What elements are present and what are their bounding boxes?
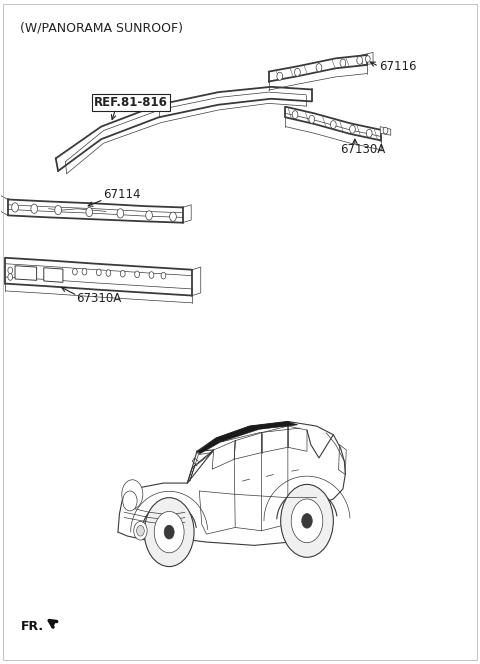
Circle shape [309, 116, 315, 124]
Circle shape [357, 56, 362, 64]
Circle shape [137, 525, 144, 536]
Circle shape [302, 513, 312, 528]
Circle shape [149, 272, 154, 278]
Polygon shape [380, 127, 391, 135]
Polygon shape [198, 438, 221, 454]
Polygon shape [15, 266, 36, 280]
Circle shape [349, 125, 355, 133]
Text: FR.: FR. [21, 620, 44, 633]
Circle shape [154, 511, 184, 553]
Circle shape [144, 497, 194, 566]
Circle shape [161, 272, 166, 279]
Circle shape [106, 270, 111, 276]
Circle shape [277, 72, 283, 80]
Polygon shape [44, 268, 63, 282]
Circle shape [316, 64, 322, 72]
Circle shape [72, 268, 77, 275]
Circle shape [383, 127, 388, 134]
Circle shape [8, 267, 12, 274]
Polygon shape [338, 445, 346, 475]
Circle shape [135, 271, 140, 278]
Circle shape [169, 212, 176, 221]
Circle shape [295, 68, 300, 76]
Text: 67310A: 67310A [76, 292, 121, 305]
Circle shape [281, 485, 333, 557]
Text: (W/PANORAMA SUNROOF): (W/PANORAMA SUNROOF) [20, 22, 183, 35]
Circle shape [164, 525, 174, 539]
Circle shape [86, 207, 93, 216]
Circle shape [31, 204, 37, 213]
Circle shape [82, 268, 87, 275]
Circle shape [122, 480, 143, 509]
Circle shape [292, 111, 298, 119]
Polygon shape [216, 422, 298, 442]
Circle shape [330, 121, 336, 129]
Text: 67116: 67116 [379, 60, 416, 73]
Text: 67130A: 67130A [340, 143, 386, 156]
Text: 67114: 67114 [104, 189, 141, 201]
Circle shape [365, 56, 370, 62]
Circle shape [120, 270, 125, 277]
Circle shape [366, 129, 372, 137]
Circle shape [123, 491, 137, 511]
Circle shape [340, 59, 346, 67]
Circle shape [146, 210, 153, 220]
Circle shape [291, 499, 323, 542]
Circle shape [8, 274, 12, 280]
Circle shape [96, 269, 101, 276]
Circle shape [117, 208, 124, 218]
Text: REF.81-816: REF.81-816 [94, 96, 168, 110]
Circle shape [134, 521, 147, 540]
Circle shape [55, 205, 61, 214]
Circle shape [12, 203, 18, 212]
